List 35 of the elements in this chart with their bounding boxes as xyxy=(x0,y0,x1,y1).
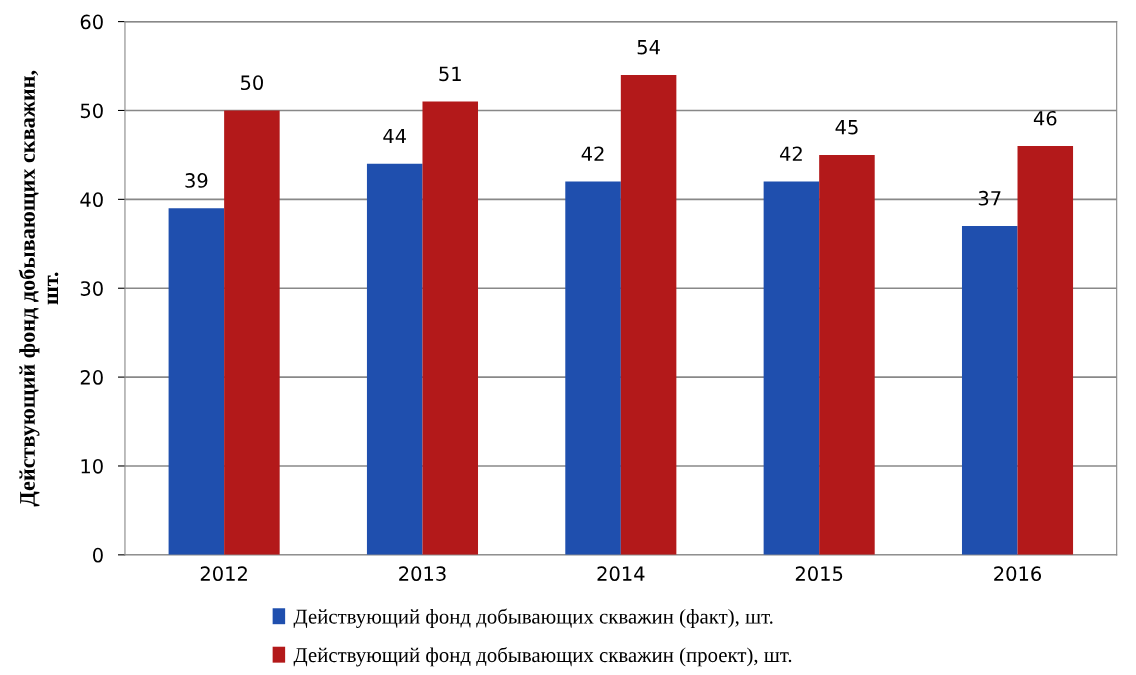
y-axis-title: Действующий фонд добывающих скважин, шт. xyxy=(18,70,59,507)
legend-label: Действующий фонд добывающих скважин (факт), шт. xyxy=(293,608,773,628)
bar xyxy=(961,226,1018,555)
y-tick-label: 0 xyxy=(93,547,103,563)
x-tick-label: 2016 xyxy=(994,566,1042,582)
legend-label: Действующий фонд добывающих скважин (проект), шт. xyxy=(293,647,792,667)
bar xyxy=(819,154,875,555)
y-tick-label: 60 xyxy=(80,14,103,30)
data-label: 42 xyxy=(581,146,604,161)
data-label: 44 xyxy=(383,128,406,144)
x-tick-label: 2012 xyxy=(200,566,247,582)
bar xyxy=(620,74,677,555)
data-label: 45 xyxy=(835,120,858,135)
y-tick-label: 20 xyxy=(80,370,103,385)
bar xyxy=(1017,146,1074,555)
bar xyxy=(763,181,820,555)
data-label: 39 xyxy=(185,173,208,188)
data-label: 50 xyxy=(241,75,263,91)
y-tick-label: 10 xyxy=(81,458,103,474)
bar xyxy=(422,101,479,555)
data-label: 37 xyxy=(978,190,1001,206)
bar xyxy=(168,208,225,555)
y-tick-label: 50 xyxy=(80,103,103,119)
x-tick-label: 2013 xyxy=(399,566,446,582)
x-tick-label: 2014 xyxy=(597,566,645,582)
data-label: 51 xyxy=(439,66,461,82)
data-label: 46 xyxy=(1033,110,1057,126)
bar xyxy=(224,110,280,555)
bar xyxy=(366,163,423,555)
y-tick-label: 30 xyxy=(80,281,103,296)
x-tick-label: 2015 xyxy=(795,566,843,582)
bar xyxy=(565,181,621,555)
y-tick-label: 40 xyxy=(80,192,103,208)
data-label: 42 xyxy=(779,146,802,161)
data-label: 54 xyxy=(637,40,660,55)
